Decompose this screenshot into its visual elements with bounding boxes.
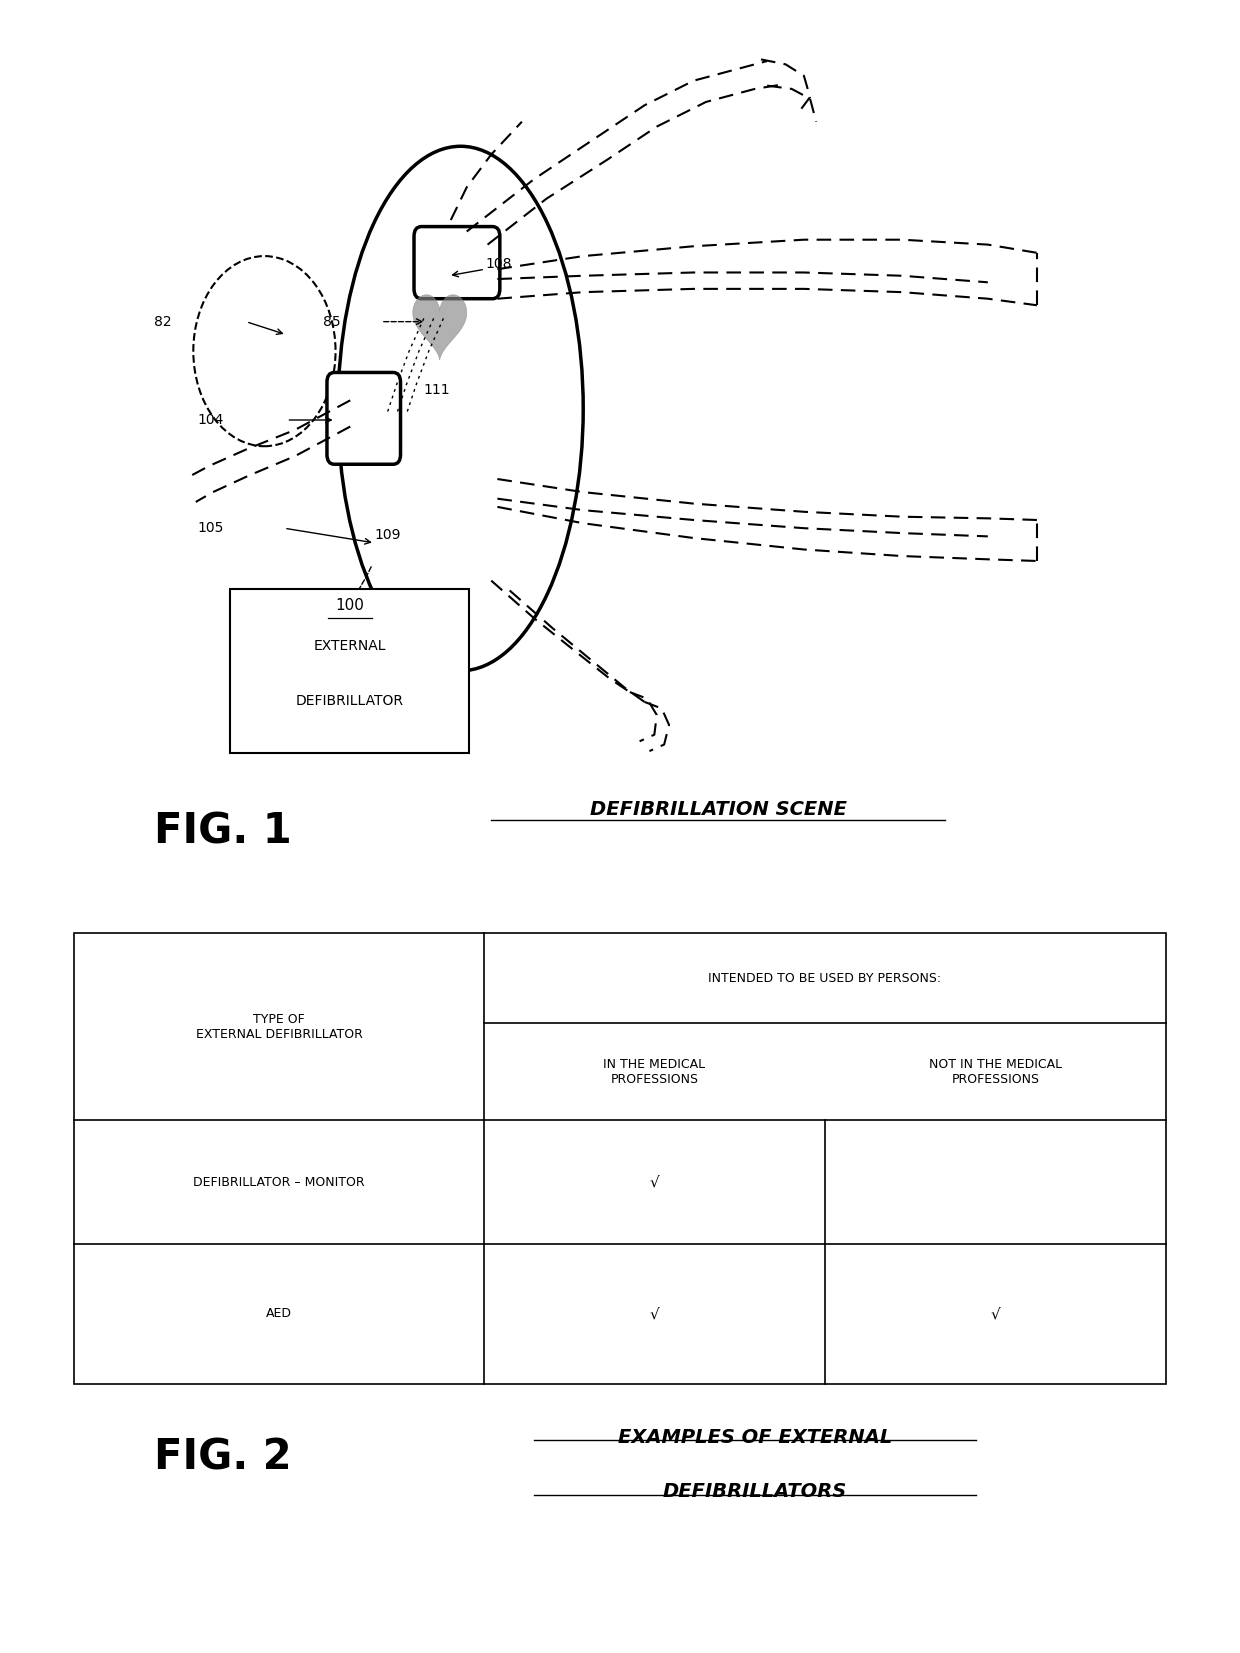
Bar (74, 932, 1166, 1384)
Text: DEFIBRILLATOR: DEFIBRILLATOR (295, 694, 404, 709)
FancyBboxPatch shape (414, 226, 500, 299)
Text: DEFIBRILLATOR – MONITOR: DEFIBRILLATOR – MONITOR (193, 1175, 365, 1189)
Text: √: √ (650, 1306, 660, 1321)
Text: 111: 111 (424, 383, 450, 397)
Text: 108: 108 (485, 258, 512, 271)
Polygon shape (413, 294, 466, 360)
Text: 105: 105 (197, 521, 223, 536)
Text: DEFIBRILLATION SCENE: DEFIBRILLATION SCENE (589, 800, 847, 820)
Text: 109: 109 (374, 527, 402, 542)
Text: FIG. 1: FIG. 1 (154, 810, 291, 851)
Text: EXTERNAL: EXTERNAL (314, 638, 386, 653)
Text: AED: AED (267, 1308, 291, 1321)
Text: INTENDED TO BE USED BY PERSONS:: INTENDED TO BE USED BY PERSONS: (708, 972, 941, 985)
Text: IN THE MEDICAL
PROFESSIONS: IN THE MEDICAL PROFESSIONS (604, 1058, 706, 1086)
Text: √: √ (991, 1306, 1001, 1321)
Text: 85: 85 (324, 314, 341, 329)
Text: 104: 104 (197, 413, 223, 426)
Text: NOT IN THE MEDICAL
PROFESSIONS: NOT IN THE MEDICAL PROFESSIONS (929, 1058, 1061, 1086)
Text: EXAMPLES OF EXTERNAL: EXAMPLES OF EXTERNAL (618, 1428, 892, 1446)
Text: TYPE OF
EXTERNAL DEFIBRILLATOR: TYPE OF EXTERNAL DEFIBRILLATOR (196, 1013, 362, 1041)
Bar (231, 588, 469, 752)
FancyBboxPatch shape (327, 372, 401, 464)
Text: FIG. 2: FIG. 2 (154, 1436, 291, 1478)
Text: √: √ (650, 1175, 660, 1190)
Text: 100: 100 (335, 598, 365, 613)
Text: DEFIBRILLATORS: DEFIBRILLATORS (662, 1483, 847, 1501)
Text: 82: 82 (154, 314, 171, 329)
